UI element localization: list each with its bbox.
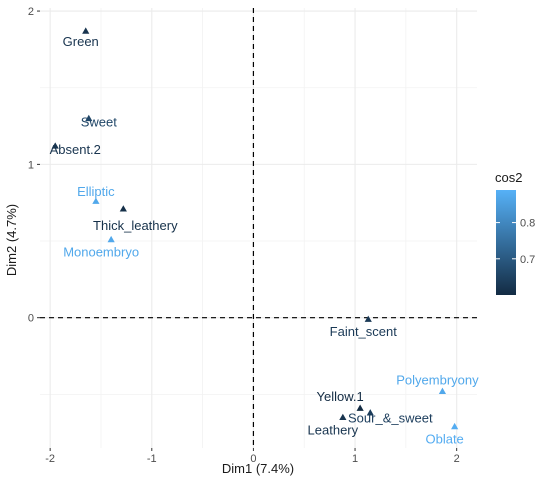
point-marker (92, 197, 100, 204)
point-marker (51, 142, 59, 149)
point-label: Leathery (308, 422, 359, 437)
point-marker (119, 205, 127, 212)
point-marker (85, 114, 93, 122)
data-points (51, 27, 459, 430)
x-tick-label: -2 (45, 453, 55, 465)
y-tick-label: 0 (28, 313, 34, 325)
point-label: Thick_leathery (93, 218, 178, 233)
point-marker (364, 315, 372, 322)
y-axis-title: Dim2 (4.7%) (4, 204, 19, 276)
x-tick-label: 2 (454, 453, 460, 465)
point-label: Absent.2 (50, 142, 101, 157)
point-marker (438, 387, 447, 394)
point-marker (451, 422, 459, 430)
point-marker (366, 409, 374, 416)
point-label: Polyembryony (396, 372, 479, 387)
legend-ticks: 0.7 0.8 (496, 218, 535, 266)
color-legend: cos2 0.7 0.8 (495, 170, 535, 295)
point-label: Elliptic (77, 184, 115, 199)
point-label: Yellow.1 (317, 389, 364, 404)
point-label: Green (63, 34, 99, 49)
point-marker (82, 27, 90, 34)
x-tick-label: -1 (147, 453, 157, 465)
y-tick-label: 2 (28, 6, 34, 18)
point-label: Monoembryo (63, 244, 139, 259)
point-marker (356, 404, 364, 411)
x-tick-label: 0 (250, 453, 256, 465)
point-label: Sweet (81, 114, 118, 129)
legend-colorbar (496, 190, 516, 295)
point-label: Faint_scent (330, 324, 398, 339)
point-marker (339, 413, 347, 421)
point-labels: Green Sweet Absent.2 Elliptic Thick_leathery… (50, 34, 480, 447)
point-label: Oblate (425, 432, 463, 447)
y-tick-label: 1 (28, 159, 34, 171)
legend-tick-label: 0.7 (520, 254, 535, 266)
legend-tick-label: 0.8 (520, 218, 535, 230)
x-axis-title: Dim1 (7.4%) (222, 461, 294, 476)
point-marker (107, 235, 115, 243)
point-label: Sour_&_sweet (348, 411, 433, 426)
x-tick-label: 1 (352, 453, 358, 465)
legend-title: cos2 (495, 170, 522, 185)
reference-lines (40, 8, 477, 448)
axis-ticks: -2 -1 0 1 2 0 1 2 (28, 6, 460, 465)
plot-panel (40, 8, 477, 448)
